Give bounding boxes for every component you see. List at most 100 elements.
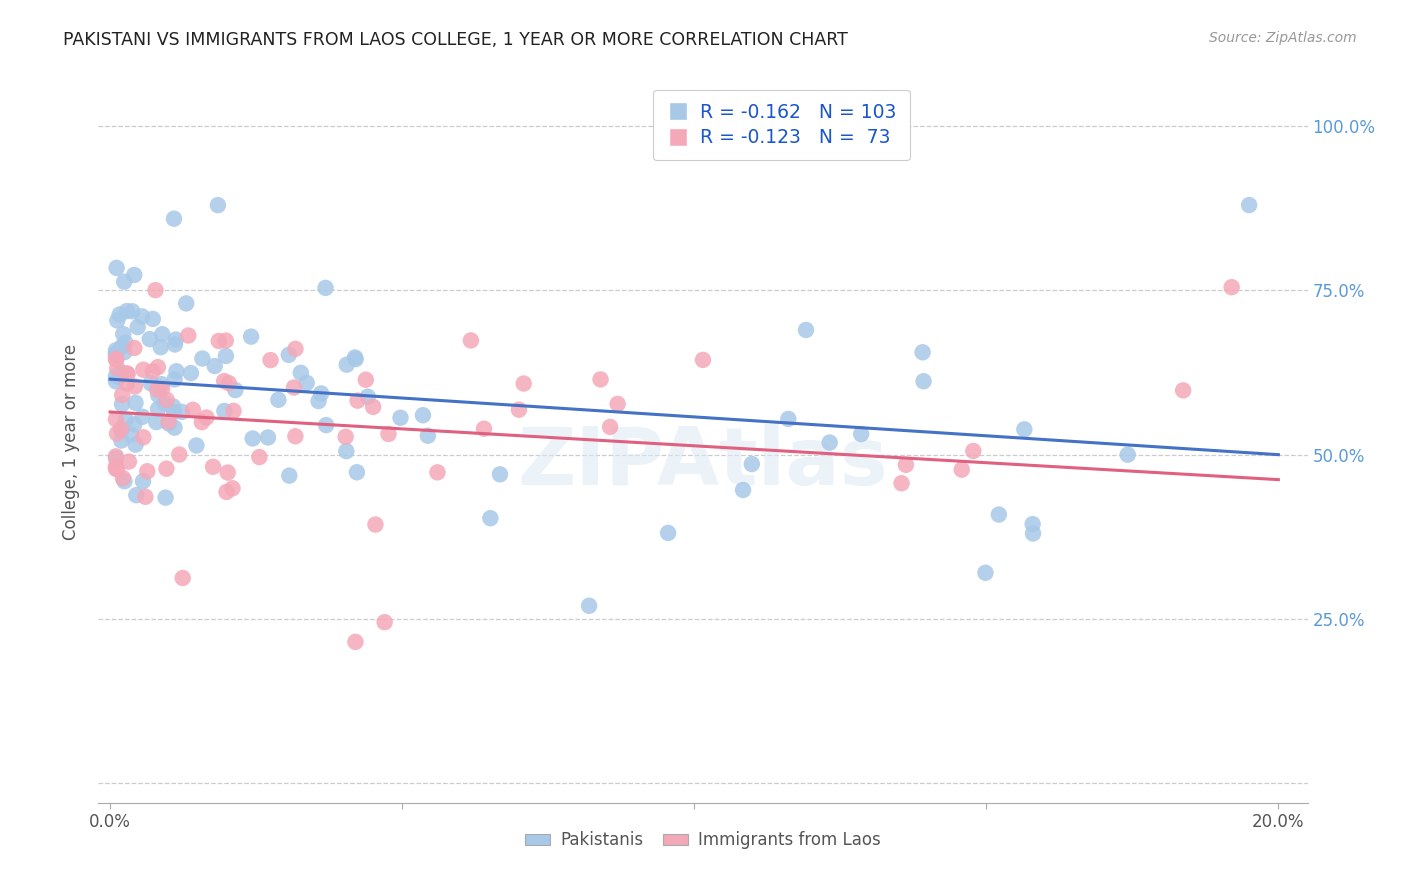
Point: [204, 359, 226, 373]
Point: [111, 339, 134, 353]
Point: [344, 352, 367, 367]
Text: PAKISTANI VS IMMIGRANTS FROM LAOS COLLEGE, 1 YEAR OR MORE CORRELATION CHART: PAKISTANI VS IMMIGRANTS FROM LAOS COLLEG…: [63, 31, 848, 49]
Point: [172, 571, 194, 585]
Point: [157, 414, 180, 428]
Point: [361, 400, 384, 414]
Point: [105, 260, 128, 275]
Point: [104, 461, 127, 475]
Point: [731, 483, 754, 497]
Point: [110, 422, 132, 436]
Point: [145, 283, 167, 297]
Point: [132, 475, 155, 489]
Point: [1022, 526, 1045, 541]
Point: [195, 410, 218, 425]
Point: [277, 348, 299, 362]
Point: [163, 337, 186, 351]
Point: [207, 198, 229, 212]
Point: [357, 390, 380, 404]
Point: [124, 396, 146, 410]
Point: [221, 481, 243, 495]
Point: [389, 410, 412, 425]
Point: [163, 372, 186, 386]
Point: [142, 364, 165, 378]
Point: [163, 211, 186, 226]
Point: [104, 343, 127, 358]
Point: [374, 615, 396, 630]
Point: [120, 427, 142, 442]
Point: [343, 351, 366, 365]
Point: [104, 369, 127, 384]
Point: [139, 376, 162, 391]
Point: [104, 375, 127, 389]
Point: [215, 334, 238, 348]
Point: [146, 383, 169, 397]
Point: [489, 467, 512, 482]
Point: [346, 465, 368, 479]
Point: [104, 450, 127, 464]
Point: [377, 427, 399, 442]
Point: [247, 450, 270, 464]
Point: [153, 396, 176, 410]
Point: [512, 376, 534, 391]
Point: [962, 444, 984, 458]
Point: [460, 334, 482, 348]
Point: [315, 281, 337, 295]
Point: [309, 386, 332, 401]
Point: [606, 397, 628, 411]
Point: [174, 296, 197, 310]
Point: [222, 404, 245, 418]
Point: [599, 420, 621, 434]
Point: [912, 374, 935, 388]
Point: [1014, 422, 1036, 436]
Point: [169, 448, 191, 462]
Point: [208, 334, 231, 348]
Point: [104, 346, 127, 360]
Point: [578, 599, 600, 613]
Point: [125, 488, 148, 502]
Point: [145, 415, 167, 429]
Point: [127, 320, 149, 334]
Point: [344, 635, 367, 649]
Point: [180, 366, 202, 380]
Point: [181, 402, 204, 417]
Point: [110, 366, 132, 380]
Point: [150, 382, 173, 396]
Point: [950, 463, 973, 477]
Point: [124, 437, 146, 451]
Point: [136, 464, 159, 478]
Point: [134, 490, 156, 504]
Point: [112, 345, 135, 359]
Point: [851, 427, 873, 442]
Point: [295, 376, 318, 390]
Point: [142, 312, 165, 326]
Point: [122, 268, 145, 282]
Point: [105, 313, 128, 327]
Point: [115, 304, 138, 318]
Point: [354, 373, 377, 387]
Point: [308, 394, 330, 409]
Point: [124, 417, 146, 432]
Point: [257, 430, 280, 444]
Point: [114, 412, 136, 426]
Point: [426, 466, 449, 480]
Point: [111, 471, 134, 485]
Point: [131, 409, 153, 424]
Point: [215, 485, 238, 500]
Point: [108, 369, 131, 384]
Point: [741, 457, 763, 471]
Point: [290, 366, 312, 380]
Point: [315, 418, 337, 433]
Point: [657, 525, 679, 540]
Point: [118, 454, 141, 468]
Point: [132, 430, 155, 444]
Point: [108, 308, 131, 322]
Text: Source: ZipAtlas.com: Source: ZipAtlas.com: [1209, 31, 1357, 45]
Point: [278, 468, 301, 483]
Point: [692, 352, 714, 367]
Point: [170, 405, 193, 419]
Point: [105, 462, 128, 476]
Point: [240, 329, 263, 343]
Point: [105, 361, 128, 376]
Point: [284, 429, 307, 443]
Point: [165, 333, 187, 347]
